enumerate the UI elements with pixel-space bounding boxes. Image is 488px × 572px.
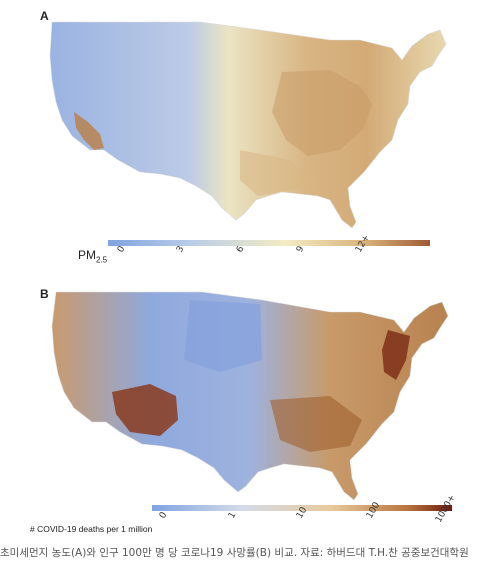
- legend-a-title-main: PM: [78, 248, 96, 262]
- map-b-southwest-hotspot: [112, 384, 178, 436]
- panel-a-label: A: [40, 9, 49, 23]
- map-b-plains-low-area: [184, 300, 262, 372]
- legend-b-colorbar: [152, 505, 452, 511]
- legend-b-tick-0: 0: [158, 510, 170, 520]
- legend-b-tick-1: 1: [227, 511, 239, 521]
- map-a-east-hotspot: [272, 70, 372, 156]
- legend-b: 0 1 10 100 1000+: [152, 493, 458, 525]
- legend-a-tick-0: 0: [116, 244, 128, 254]
- legend-a-tick-3: 9: [295, 244, 307, 254]
- map-a-pm25: [49, 21, 447, 229]
- map-a-gulf-area: [240, 150, 318, 196]
- map-a-california-hotspot: [74, 112, 104, 150]
- legend-a-tick-2: 6: [235, 244, 247, 254]
- legend-a-tick-1: 3: [175, 245, 187, 255]
- map-b-covid-deaths: [51, 291, 449, 501]
- map-b-northeast-hotspot: [382, 330, 410, 380]
- panel-b-label: B: [40, 287, 49, 301]
- legend-b-title: # COVID-19 deaths per 1 million: [30, 524, 153, 534]
- legend-a-colorbar: [108, 240, 430, 246]
- figure-caption: 초미세먼지 농도(A)와 인구 100만 명 당 코로나19 사망률(B) 비교…: [0, 547, 469, 559]
- map-a-us-outline: [49, 21, 447, 229]
- map-b-southeast-area: [270, 396, 362, 452]
- legend-a: 0 3 6 9 12+: [108, 233, 430, 255]
- legend-a-title-sub: 2.5: [96, 255, 108, 265]
- map-b-us-outline: [51, 291, 449, 501]
- legend-a-title: PM2.5: [78, 248, 107, 264]
